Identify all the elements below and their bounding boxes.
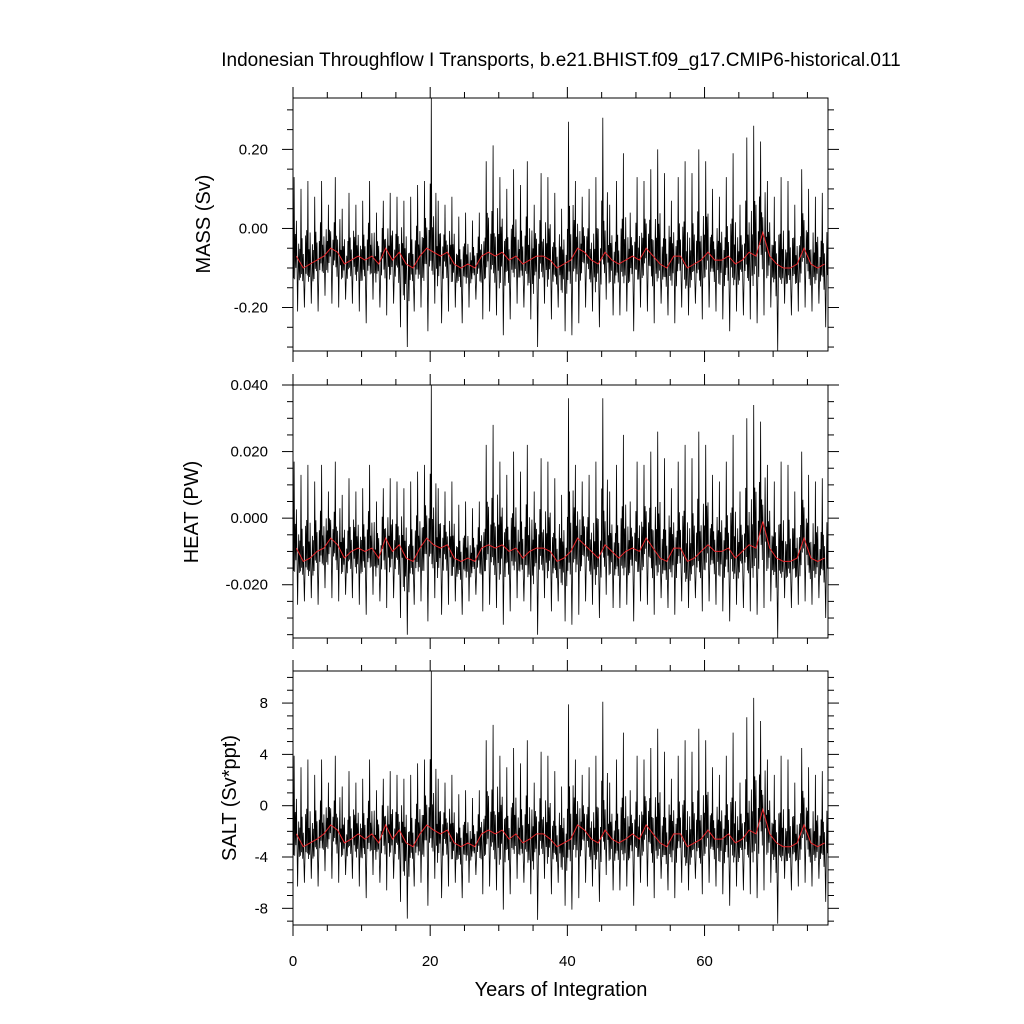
panel-mass-ylabel: MASS (Sv)	[193, 175, 215, 274]
panel-salt-y-tick-label: -8	[255, 900, 268, 917]
x-tick-label: 20	[422, 953, 439, 970]
x-axis-tick-labels: 0 20 40 60	[289, 953, 713, 970]
x-axis-label: Years of Integration	[475, 979, 648, 1001]
panel-mass-annual-mean-line	[295, 230, 825, 269]
panel-salt-monthly-line	[292, 670, 828, 924]
panel-salt-frame	[292, 670, 829, 926]
x-tick-label: 40	[559, 953, 576, 970]
panel-salt: 8 4 0 -4 -8 SALT (Sv*ppt)	[219, 660, 839, 936]
panel-heat-series	[292, 384, 828, 639]
panel-salt-annual-mean-line	[295, 807, 825, 848]
panel-mass-y-tick-label: -0.20	[234, 300, 268, 317]
panel-mass-monthly-line	[292, 97, 828, 352]
panel-salt-ylabel: SALT (Sv*ppt)	[219, 735, 241, 861]
panel-mass-y-tick-label: 0.00	[239, 220, 268, 237]
x-tick-label: 0	[289, 953, 297, 970]
panel-mass-frame	[292, 97, 829, 352]
panel-salt-series	[292, 670, 828, 924]
panel-mass-series	[292, 97, 828, 352]
panel-salt-y-tick-label: -4	[255, 849, 268, 866]
panel-heat-y-tick-label: 0.020	[230, 444, 268, 461]
panel-salt-y-tick-label: 8	[260, 695, 268, 712]
panel-heat-monthly-line	[292, 384, 828, 639]
panel-heat: 0.040 0.020 0.000 -0.020 HEAT (PW)	[181, 374, 839, 649]
panel-heat-y-tick-label: -0.020	[225, 577, 268, 594]
panel-mass: 0.20 0.00 -0.20 MASS (Sv)	[193, 87, 839, 362]
panel-mass-ticks: 0.20 0.00 -0.20	[234, 87, 839, 362]
panel-heat-y-tick-label: 0.040	[230, 377, 268, 394]
chart-title: Indonesian Throughflow I Transports, b.e…	[221, 50, 900, 71]
panel-heat-frame	[292, 384, 829, 639]
panel-heat-y-tick-label: 0.000	[230, 510, 268, 527]
panel-salt-y-tick-label: 4	[260, 746, 268, 763]
panel-heat-annual-mean-line	[295, 521, 825, 563]
panel-salt-ticks: 8 4 0 -4 -8	[255, 660, 839, 936]
panel-mass-y-tick-label: 0.20	[239, 141, 268, 158]
x-tick-label: 60	[696, 953, 713, 970]
panel-heat-ylabel: HEAT (PW)	[181, 461, 203, 564]
panel-heat-ticks: 0.040 0.020 0.000 -0.020	[225, 374, 839, 649]
panel-salt-y-tick-label: 0	[260, 798, 268, 815]
